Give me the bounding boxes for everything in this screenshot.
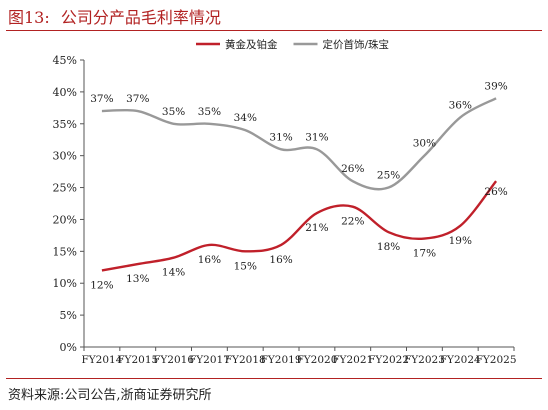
data-label: 22% <box>341 216 364 228</box>
y-tick-label: 15% <box>53 245 77 258</box>
data-label: 31% <box>305 131 328 143</box>
data-label: 31% <box>269 131 292 143</box>
figure-title-text: 公司分产品毛利率情况 <box>60 8 221 27</box>
y-tick-label: 5% <box>60 309 77 322</box>
y-tick-label: 30% <box>53 150 77 163</box>
x-tick-label: FY2021 <box>332 354 373 366</box>
x-tick-label: FY2015 <box>117 354 158 366</box>
x-tick-label: FY2018 <box>225 354 266 366</box>
y-tick-label: 45% <box>53 54 77 67</box>
data-label: 18% <box>377 241 400 253</box>
x-tick-label: FY2025 <box>476 354 517 366</box>
series-line-1 <box>101 180 498 272</box>
data-label: 13% <box>126 273 149 285</box>
series-line-2 <box>101 97 497 191</box>
data-label: 15% <box>234 260 257 272</box>
x-tick-label: FY2014 <box>81 354 122 366</box>
y-tick-label: 20% <box>53 213 77 226</box>
data-label: 16% <box>198 254 221 266</box>
data-label: 17% <box>413 248 436 260</box>
data-label: 30% <box>413 138 436 150</box>
data-label: 12% <box>90 279 113 291</box>
x-tick-label: FY2016 <box>153 354 194 366</box>
figure-label: 图13: <box>8 8 50 27</box>
data-label: 39% <box>484 80 507 92</box>
y-tick-label: 35% <box>53 118 77 131</box>
data-label: 34% <box>234 112 257 124</box>
data-label: 14% <box>162 267 185 279</box>
data-label: 19% <box>449 235 472 247</box>
y-tick-label: 0% <box>60 341 77 354</box>
x-tick-label: FY2023 <box>404 354 445 366</box>
data-label: 16% <box>269 254 292 266</box>
x-tick-label: FY2020 <box>296 354 337 366</box>
data-label: 35% <box>162 106 185 118</box>
source-divider <box>6 378 542 379</box>
data-label: 37% <box>126 93 149 105</box>
title-divider <box>6 30 542 31</box>
y-tick-label: 25% <box>53 182 77 195</box>
data-label: 25% <box>377 170 400 182</box>
figure-title: 图13: 公司分产品毛利率情况 <box>8 4 221 28</box>
x-tick-label: FY2017 <box>189 354 230 366</box>
y-tick-label: 40% <box>53 86 77 99</box>
data-label: 35% <box>198 106 221 118</box>
x-tick-label: FY2024 <box>440 354 481 366</box>
x-tick-label: FY2022 <box>368 354 409 366</box>
legend-label-1: 黄金及铂金 <box>225 38 278 51</box>
source-note: 资料来源:公司公告,浙商证券研究所 <box>8 388 212 403</box>
data-label: 26% <box>484 186 507 198</box>
data-label: 36% <box>449 99 472 111</box>
x-tick-label: FY2019 <box>261 354 302 366</box>
data-label: 26% <box>341 163 364 175</box>
data-label: 21% <box>305 222 328 234</box>
data-label: 37% <box>90 93 113 105</box>
legend-label-2: 定价首饰/珠宝 <box>323 38 390 51</box>
y-tick-label: 10% <box>53 277 77 290</box>
line-chart: 0% 5% 10% 15% 20% 25% 30% 35% 40% 45% FY2014FY2015… <box>53 38 517 366</box>
